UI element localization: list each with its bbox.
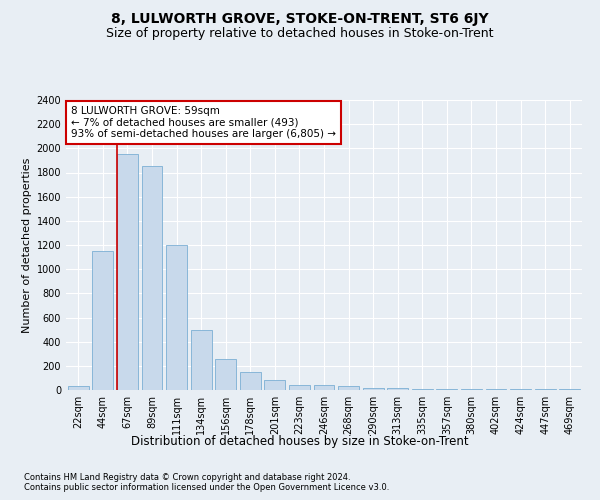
Bar xyxy=(436,389,457,390)
Bar xyxy=(289,384,310,390)
Bar xyxy=(338,386,359,390)
Bar xyxy=(68,386,89,390)
Text: Contains HM Land Registry data © Crown copyright and database right 2024.: Contains HM Land Registry data © Crown c… xyxy=(24,472,350,482)
Bar xyxy=(461,389,482,390)
Bar xyxy=(92,251,113,390)
Bar xyxy=(191,330,212,390)
Bar xyxy=(412,389,433,390)
Bar xyxy=(117,154,138,390)
Bar xyxy=(215,358,236,390)
Text: Size of property relative to detached houses in Stoke-on-Trent: Size of property relative to detached ho… xyxy=(106,28,494,40)
Bar xyxy=(265,380,286,390)
Bar xyxy=(240,372,261,390)
Y-axis label: Number of detached properties: Number of detached properties xyxy=(22,158,32,332)
Text: Contains public sector information licensed under the Open Government Licence v3: Contains public sector information licen… xyxy=(24,482,389,492)
Text: Distribution of detached houses by size in Stoke-on-Trent: Distribution of detached houses by size … xyxy=(131,435,469,448)
Bar xyxy=(387,388,408,390)
Text: 8, LULWORTH GROVE, STOKE-ON-TRENT, ST6 6JY: 8, LULWORTH GROVE, STOKE-ON-TRENT, ST6 6… xyxy=(111,12,489,26)
Bar xyxy=(142,166,163,390)
Bar xyxy=(362,388,383,390)
Text: 8 LULWORTH GROVE: 59sqm
← 7% of detached houses are smaller (493)
93% of semi-de: 8 LULWORTH GROVE: 59sqm ← 7% of detached… xyxy=(71,106,336,139)
Bar xyxy=(314,385,334,390)
Bar xyxy=(166,245,187,390)
